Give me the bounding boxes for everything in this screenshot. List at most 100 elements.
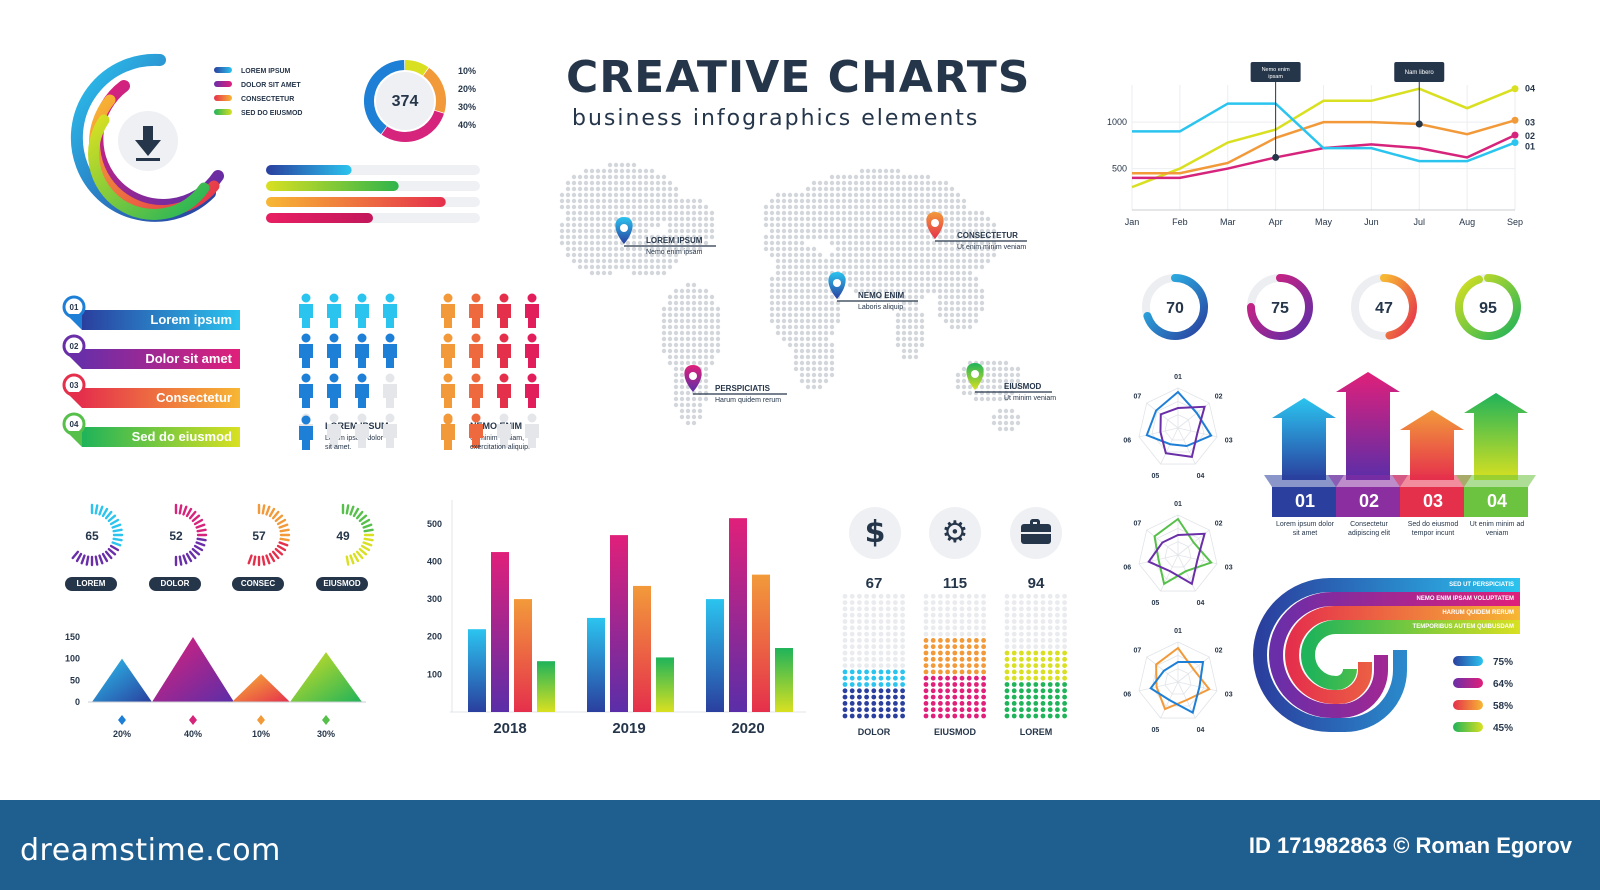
map-dot	[937, 264, 943, 270]
dot-filled	[900, 682, 905, 687]
map-dot	[655, 204, 661, 210]
map-dot	[787, 324, 793, 330]
map-dot	[781, 330, 787, 336]
map-dot	[823, 312, 829, 318]
map-dot	[859, 246, 865, 252]
map-dot	[877, 258, 883, 264]
map-dot	[847, 210, 853, 216]
map-dot	[919, 258, 925, 264]
map-dot	[937, 252, 943, 258]
map-dot	[823, 294, 829, 300]
map-dot	[685, 240, 691, 246]
map-dot	[967, 246, 973, 252]
map-dot	[877, 288, 883, 294]
person-head	[329, 293, 339, 303]
radar-axis-label: 03	[1225, 692, 1233, 699]
dot-gauge-label-2: DOLOR	[149, 577, 201, 591]
dot-empty	[842, 631, 848, 637]
x-tick-label: Jun	[1364, 217, 1379, 227]
map-dot	[913, 234, 919, 240]
map-dot	[919, 174, 925, 180]
dot-empty	[966, 612, 972, 618]
map-dot	[697, 354, 703, 360]
map-dot	[685, 222, 691, 228]
map-dot	[667, 312, 673, 318]
u-shape-chart: 75%64%58%45%	[1253, 578, 1520, 734]
map-dot	[871, 258, 877, 264]
map-dot	[661, 270, 667, 276]
person-body	[355, 384, 369, 408]
map-dot	[811, 216, 817, 222]
map-dot	[781, 306, 787, 312]
map-dot	[817, 354, 823, 360]
dot-empty	[1011, 593, 1017, 599]
map-dot	[943, 186, 949, 192]
map-dot	[841, 228, 847, 234]
bar-mark	[656, 657, 674, 712]
person-head	[301, 415, 311, 425]
page-subtitle: business infographics elements	[572, 106, 980, 131]
map-dot	[625, 162, 631, 168]
map-dot	[937, 186, 943, 192]
map-dot	[859, 258, 865, 264]
map-dot	[895, 324, 901, 330]
map-dot	[829, 216, 835, 222]
map-dot	[775, 210, 781, 216]
dot-gauge-tick	[355, 510, 364, 520]
y-tick-label: 300	[427, 594, 442, 604]
map-dot	[925, 282, 931, 288]
map-dot	[979, 294, 985, 300]
map-dot	[1003, 408, 1009, 414]
map-dot	[571, 180, 577, 186]
map-dot	[1009, 372, 1015, 378]
dot-empty	[878, 593, 884, 599]
map-dot	[799, 324, 805, 330]
map-dot	[799, 270, 805, 276]
map-dot	[691, 246, 697, 252]
dot-filled	[974, 644, 979, 650]
dot-empty	[1033, 644, 1039, 650]
map-dot	[823, 306, 829, 312]
map-dot	[889, 294, 895, 300]
dot-empty	[849, 644, 855, 650]
dot-filled	[1047, 688, 1053, 694]
dot-empty	[871, 625, 877, 631]
radar-axis-label: 04	[1197, 600, 1205, 607]
map-dot	[655, 216, 661, 222]
map-dot	[643, 270, 649, 276]
map-dot	[775, 264, 781, 270]
map-dot	[775, 252, 781, 258]
dot-empty	[1004, 644, 1010, 650]
map-dot	[583, 210, 589, 216]
map-dot	[649, 210, 655, 216]
map-dot	[835, 306, 841, 312]
dot-filled	[1019, 669, 1024, 675]
map-dot	[775, 234, 781, 240]
map-dot	[865, 186, 871, 192]
line-series-03	[1132, 119, 1516, 175]
map-dot	[607, 192, 613, 198]
dot-empty	[871, 619, 877, 624]
map-dot	[913, 354, 919, 360]
dot-empty	[893, 593, 898, 599]
map-dot	[967, 270, 973, 276]
gear-icon-bg	[929, 507, 981, 559]
map-dot	[619, 162, 625, 168]
dot-empty	[878, 606, 884, 612]
map-dot	[955, 270, 961, 276]
map-dot	[643, 204, 649, 210]
map-dot	[805, 276, 811, 282]
dot-empty	[1055, 612, 1060, 618]
map-dot	[973, 288, 979, 294]
donut-center	[376, 72, 434, 130]
dot-filled	[878, 669, 884, 675]
map-dot	[805, 246, 811, 252]
radar-axis	[1177, 554, 1196, 592]
map-dot	[673, 300, 679, 306]
person-head	[471, 413, 481, 423]
map-dot	[655, 246, 661, 252]
dot-empty	[952, 606, 958, 612]
map-dot	[973, 264, 979, 270]
map-dot	[859, 240, 865, 246]
map-dot	[871, 174, 877, 180]
